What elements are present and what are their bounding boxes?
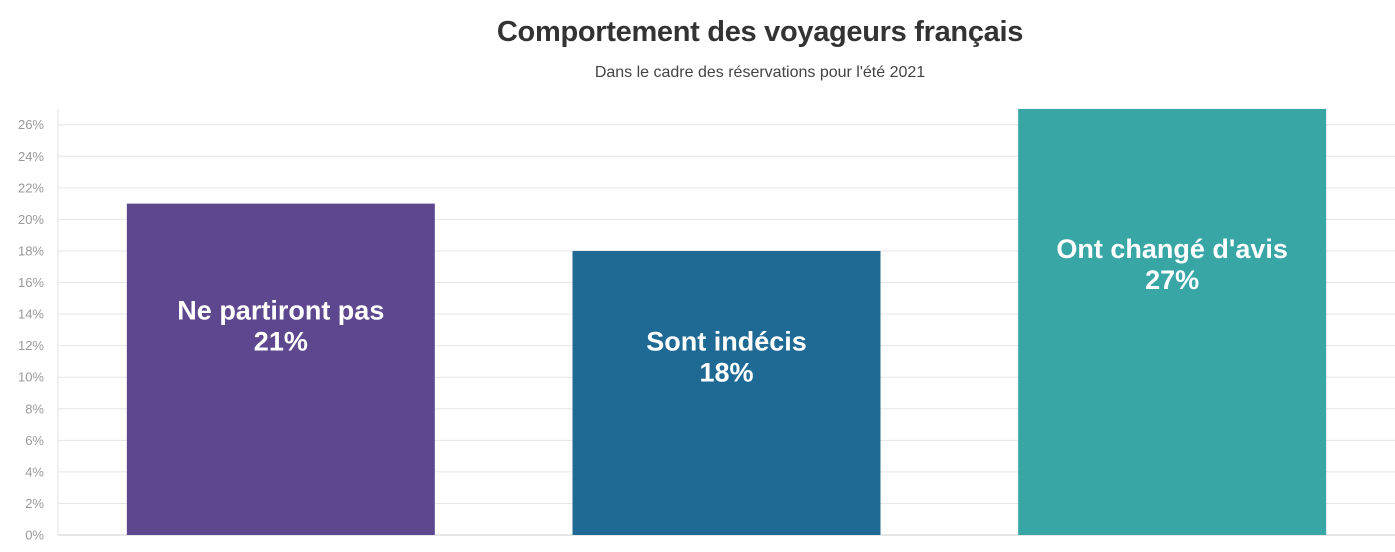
y-tick-label: 14%: [18, 307, 44, 322]
y-tick-label: 0%: [25, 528, 44, 543]
bars: [126, 108, 1327, 535]
y-tick-label: 10%: [18, 370, 44, 385]
bar-category-label: Sont indécis: [646, 326, 807, 356]
y-tick-label: 26%: [18, 117, 44, 132]
y-tick-label: 12%: [18, 338, 44, 353]
bar: [572, 250, 881, 535]
y-tick-label: 24%: [18, 149, 44, 164]
y-tick-label: 22%: [18, 180, 44, 195]
chart-title: Comportement des voyageurs français: [496, 16, 1024, 48]
y-tick-label: 18%: [18, 243, 44, 258]
y-axis: 0% 2% 4% 6% 8% 10% 12% 14% 16% 18% 20% 22% 24% 26%: [18, 108, 59, 543]
y-tick-label: 2%: [25, 496, 44, 511]
bar: [126, 203, 435, 535]
chart-subtitle: Dans le cadre des réservations pour l'ét…: [594, 64, 926, 81]
y-tick-label: 16%: [18, 275, 44, 290]
y-tick-label: 4%: [25, 464, 44, 479]
y-tick-label: 8%: [25, 401, 44, 416]
bar-value-label: 27%: [1145, 265, 1199, 295]
bar-value-label: 18%: [699, 357, 753, 387]
y-tick-label: 20%: [18, 212, 44, 227]
bar: [1018, 108, 1327, 535]
y-tick-label: 6%: [25, 433, 44, 448]
bar-value-label: 21%: [254, 327, 308, 357]
bar-category-label: Ont changé d'avis: [1056, 234, 1287, 264]
bar-category-label: Ne partiront pas: [177, 296, 384, 326]
